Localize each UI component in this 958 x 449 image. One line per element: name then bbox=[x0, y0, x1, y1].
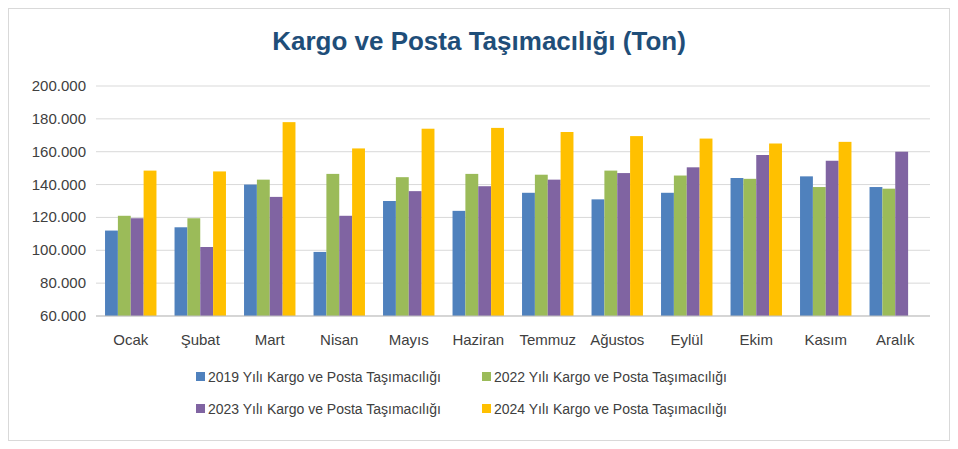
bar bbox=[422, 129, 435, 316]
y-tick-label: 100.000 bbox=[32, 241, 86, 258]
legend-label: 2019 Yılı Kargo ve Posta Taşımacılığı bbox=[208, 369, 441, 385]
bar bbox=[661, 193, 674, 316]
bar bbox=[895, 152, 908, 316]
bar bbox=[105, 231, 118, 316]
bar bbox=[131, 218, 144, 316]
bar bbox=[687, 167, 700, 316]
grid-line bbox=[96, 118, 930, 119]
bar bbox=[870, 187, 883, 316]
bar bbox=[813, 187, 826, 316]
legend-label: 2023 Yılı Kargo ve Posta Taşımacılığı bbox=[208, 401, 441, 417]
x-tick-label: Mart bbox=[255, 331, 286, 348]
bar bbox=[839, 142, 852, 316]
bar bbox=[244, 185, 257, 316]
y-tick-label: 160.000 bbox=[32, 143, 86, 160]
legend-marker bbox=[482, 372, 491, 381]
bar bbox=[478, 186, 491, 316]
x-tick-label: Ağustos bbox=[590, 331, 644, 348]
grid-line bbox=[96, 316, 930, 317]
bar bbox=[200, 247, 213, 316]
bar bbox=[548, 180, 561, 316]
bar bbox=[465, 174, 478, 316]
bar bbox=[409, 191, 422, 316]
bar bbox=[617, 173, 630, 316]
y-tick-label: 140.000 bbox=[32, 176, 86, 193]
grid-line bbox=[96, 86, 930, 87]
bar bbox=[383, 201, 396, 316]
y-tick-label: 180.000 bbox=[32, 110, 86, 127]
bar bbox=[339, 216, 352, 316]
bar bbox=[630, 136, 643, 316]
bar bbox=[283, 122, 296, 316]
bar bbox=[270, 197, 283, 316]
x-axis bbox=[96, 316, 930, 317]
bar bbox=[756, 155, 769, 316]
legend-marker bbox=[196, 404, 205, 413]
title: Kargo ve Posta Taşımacılığı (Ton) bbox=[272, 26, 686, 56]
bar bbox=[674, 176, 687, 316]
bar bbox=[314, 252, 327, 316]
x-tick-label: Ocak bbox=[113, 331, 149, 348]
x-tick-label: Haziran bbox=[452, 331, 504, 348]
bar bbox=[396, 177, 409, 316]
legend-marker bbox=[482, 404, 491, 413]
legend-label: 2022 Yılı Kargo ve Posta Taşımacılığı bbox=[494, 369, 727, 385]
y-tick-label: 80.000 bbox=[40, 274, 86, 291]
y-tick-label: 200.000 bbox=[32, 77, 86, 94]
x-tick-label: Nisan bbox=[320, 331, 358, 348]
x-tick-label: Ekim bbox=[740, 331, 773, 348]
x-tick-label: Mayıs bbox=[389, 331, 429, 348]
chart: Kargo ve Posta Taşımacılığı (Ton) 60.000 8… bbox=[0, 0, 958, 449]
bar bbox=[453, 211, 466, 316]
bar bbox=[326, 174, 339, 316]
legend-marker bbox=[196, 372, 205, 381]
bar bbox=[535, 175, 548, 316]
bar bbox=[769, 144, 782, 317]
y-tick-label: 60.000 bbox=[40, 307, 86, 324]
legend-label: 2024 Yılı Kargo ve Posta Taşımacılığı bbox=[494, 401, 727, 417]
x-tick-label: Kasım bbox=[804, 331, 847, 348]
bar bbox=[213, 171, 226, 316]
bar bbox=[352, 148, 365, 316]
bar bbox=[257, 180, 270, 316]
bar bbox=[522, 193, 535, 316]
bar bbox=[882, 189, 895, 316]
bar bbox=[592, 199, 605, 316]
x-tick-label: Temmuz bbox=[519, 331, 576, 348]
bars bbox=[105, 122, 908, 316]
bar bbox=[700, 139, 713, 316]
bar bbox=[604, 171, 617, 316]
x-tick-label: Aralık bbox=[876, 331, 915, 348]
bar bbox=[187, 218, 200, 316]
bar bbox=[826, 161, 839, 316]
x-tick-label: Eylül bbox=[670, 331, 703, 348]
bar bbox=[561, 132, 574, 316]
grid-line bbox=[96, 151, 930, 152]
bar bbox=[175, 227, 188, 316]
bar bbox=[491, 128, 504, 316]
bar bbox=[800, 176, 813, 316]
y-tick-label: 120.000 bbox=[32, 208, 86, 225]
bar bbox=[731, 178, 744, 316]
chart-frame bbox=[9, 9, 950, 441]
bar bbox=[144, 171, 157, 316]
bar bbox=[743, 179, 756, 316]
x-tick-label: Şubat bbox=[181, 331, 221, 348]
bar bbox=[118, 216, 131, 316]
